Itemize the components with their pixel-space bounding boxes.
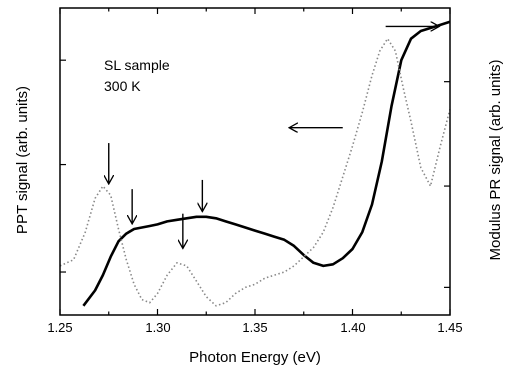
right-y-axis-title: Modulus PR signal (arb. units) bbox=[487, 60, 504, 261]
x-tick-label: 1.25 bbox=[47, 320, 72, 335]
left-y-axis-title: PPT signal (arb. units) bbox=[14, 86, 31, 234]
sample-annotation: SL sample bbox=[104, 57, 170, 73]
x-tick-label: 1.30 bbox=[145, 320, 170, 335]
x-tick-label: 1.40 bbox=[340, 320, 365, 335]
x-tick-label: 1.35 bbox=[242, 320, 267, 335]
pr-series-line bbox=[59, 37, 451, 307]
ppt-series-line bbox=[82, 20, 451, 307]
x-tick-label: 1.45 bbox=[437, 320, 462, 335]
x-axis-title: Photon Energy (eV) bbox=[189, 349, 321, 366]
temperature-annotation: 300 K bbox=[104, 78, 141, 94]
plot-frame bbox=[59, 7, 451, 316]
